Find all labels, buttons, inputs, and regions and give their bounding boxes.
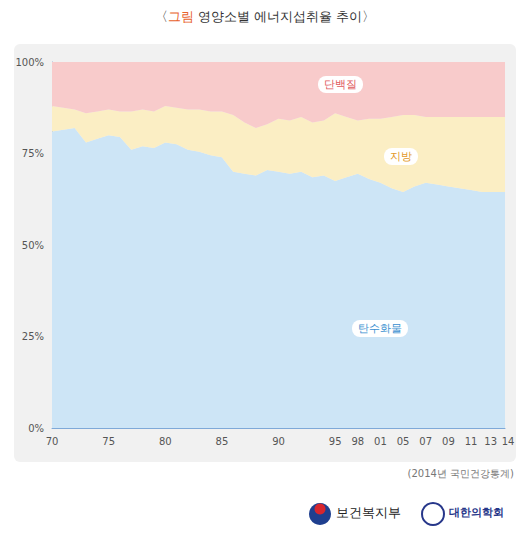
svg-text:13: 13 — [484, 436, 497, 447]
svg-text:지방: 지방 — [390, 150, 412, 163]
svg-text:〈: 〈 — [155, 9, 168, 24]
svg-text:90: 90 — [272, 436, 285, 447]
svg-text:11: 11 — [465, 436, 478, 447]
svg-text:0%: 0% — [28, 423, 44, 434]
svg-text:탄수화물: 탄수화물 — [358, 322, 402, 335]
svg-text:14: 14 — [502, 436, 515, 447]
svg-text:25%: 25% — [22, 331, 44, 342]
svg-text:75: 75 — [102, 436, 115, 447]
svg-text:그림: 그림 — [168, 9, 194, 24]
svg-text:단백질: 단백질 — [324, 78, 357, 91]
svg-text:01: 01 — [374, 436, 387, 447]
svg-text:09: 09 — [442, 436, 455, 447]
svg-text:95: 95 — [329, 436, 342, 447]
svg-text:70: 70 — [46, 436, 59, 447]
svg-text:98: 98 — [351, 436, 364, 447]
svg-text:05: 05 — [397, 436, 410, 447]
svg-text:85: 85 — [216, 436, 229, 447]
svg-text:100%: 100% — [15, 57, 44, 68]
svg-text:75%: 75% — [22, 148, 44, 159]
svg-text:영양소별 에너지섭취율 추이〉: 영양소별 에너지섭취율 추이〉 — [194, 9, 375, 24]
svg-text:보건복지부: 보건복지부 — [336, 505, 401, 520]
svg-text:50%: 50% — [22, 240, 44, 251]
svg-text:(2014년 국민건강통계): (2014년 국민건강통계) — [408, 468, 515, 479]
svg-text:80: 80 — [159, 436, 172, 447]
svg-text:07: 07 — [419, 436, 432, 447]
svg-text:대한의학회: 대한의학회 — [449, 506, 504, 519]
